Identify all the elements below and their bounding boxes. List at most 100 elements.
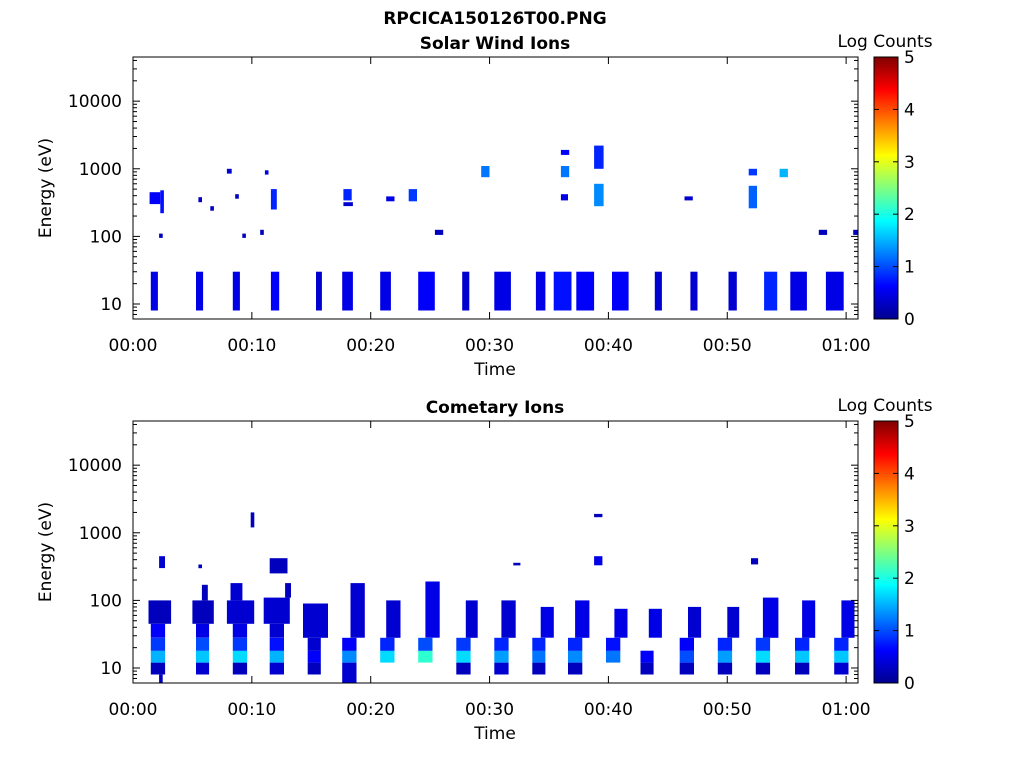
x-tick-label: 00:40 (584, 700, 633, 720)
x-tick-label: 00:50 (703, 336, 752, 356)
x-tick-label: 00:00 (109, 700, 158, 720)
heatmap-cell (270, 271, 280, 311)
x-axis-label: Time (473, 724, 516, 744)
heatmap-cell (795, 662, 810, 675)
heatmap-cell (408, 189, 417, 202)
heatmap-cell (841, 600, 855, 638)
heatmap-cell (553, 271, 572, 311)
heatmap-cell (727, 606, 740, 638)
colorbar-ticks: 0 1 2 3 4 5 (874, 412, 915, 694)
heatmap-cell (834, 637, 849, 651)
x-axis: 00:00 00:10 00:20 00:30 00:40 00:50 01:00 (109, 421, 871, 720)
heatmap-cell (159, 674, 163, 683)
heatmap-cell (418, 637, 433, 651)
heatmap-cell (196, 650, 210, 663)
x-tick-label: 00:50 (703, 700, 752, 720)
x-tick-label: 00:10 (227, 336, 276, 356)
colorbar-ticks: 0 1 2 3 4 5 (874, 48, 915, 330)
heatmap-cell (196, 271, 204, 311)
x-tick-label: 00:20 (346, 336, 395, 356)
heatmap-cell (380, 637, 395, 651)
heatmap-cell (230, 583, 243, 601)
y-tick-label: 10000 (68, 92, 122, 112)
heatmap-cell (380, 271, 391, 311)
heatmap-cell (751, 558, 759, 565)
colorbar-label: Log Counts (837, 32, 932, 52)
colorbar-label: Log Counts (837, 396, 932, 416)
heatmap-cell (232, 271, 240, 311)
heatmap-cell (688, 606, 702, 638)
heatmap-cell (456, 662, 471, 675)
heatmap-cell (232, 637, 248, 651)
colorbar-tick-label: 5 (904, 412, 915, 432)
heatmap-cell (150, 623, 166, 638)
heatmap-cell (790, 271, 807, 311)
x-axis-label: Time (473, 360, 516, 380)
heatmap-cell (150, 637, 166, 651)
heatmap-cell (418, 271, 435, 311)
heatmap-cell (269, 558, 288, 574)
y-tick-label: 10 (100, 295, 122, 315)
y-tick-label: 100 (90, 227, 122, 247)
heatmap-cell (386, 196, 395, 202)
heatmap-cell (532, 650, 546, 663)
colorbar-tick-label: 0 (904, 674, 915, 694)
heatmap-cell (748, 168, 757, 176)
heatmap-cell (648, 608, 662, 638)
heatmap-cell (717, 637, 733, 651)
colorbar-tick-label: 1 (904, 258, 915, 278)
heatmap-cell (802, 600, 816, 638)
heatmap-cell (159, 233, 163, 238)
heatmap-cell (576, 271, 595, 311)
heatmap-cell (679, 637, 694, 651)
x-axis: 00:00 00:10 00:20 00:30 00:40 00:50 01:00 (109, 57, 871, 356)
heatmap-cell (232, 650, 248, 663)
heatmap-cell (560, 194, 568, 201)
heatmap-cell (456, 637, 471, 651)
heatmap-cell (198, 197, 202, 203)
heatmap-cell (594, 513, 603, 518)
heatmap-cell (192, 600, 214, 624)
heatmap-cell (465, 600, 478, 638)
heatmap-cell (269, 650, 284, 663)
heatmap-cell (748, 185, 757, 209)
heatmap-cell (350, 583, 365, 638)
heatmap-cell (575, 600, 590, 638)
y-axis: 10 100 1000 10000 (68, 423, 858, 684)
heatmap-cell (196, 662, 210, 675)
heatmap-cell (853, 229, 858, 235)
heatmap-cell (260, 229, 264, 235)
heatmap-cell (679, 650, 694, 663)
heatmap-cell (560, 166, 570, 178)
heatmap-cell (532, 637, 546, 651)
x-tick-label: 01:00 (822, 336, 871, 356)
heatmap-cell (307, 637, 321, 651)
x-tick-label: 00:40 (584, 336, 633, 356)
y-tick-label: 1000 (79, 160, 122, 180)
y-tick-label: 10000 (68, 456, 122, 476)
heatmap-cell (717, 662, 733, 675)
heatmap-cell (386, 600, 401, 638)
heatmap-cell (269, 662, 284, 675)
heatmap-cell (307, 650, 321, 663)
colorbar-tick-label: 2 (904, 569, 915, 589)
heatmap-cell (264, 170, 269, 175)
heatmap-cell (654, 271, 662, 311)
heatmap-cell (307, 662, 321, 675)
heatmap-cell (342, 271, 353, 311)
y-tick-label: 10 (100, 659, 122, 679)
heatmap-cell (342, 662, 357, 683)
heatmap-cell (342, 637, 357, 651)
colorbar-tick-label: 1 (904, 622, 915, 642)
colorbar (873, 420, 899, 684)
heatmap-cell (150, 662, 166, 675)
panel-title: Cometary Ions (426, 398, 565, 418)
heatmap-cell (818, 229, 828, 235)
heatmap-cell (270, 189, 277, 210)
heatmap-cell (513, 562, 521, 566)
x-tick-label: 00:10 (227, 700, 276, 720)
heatmap-cell (285, 583, 291, 598)
heatmap-cell (834, 650, 849, 663)
